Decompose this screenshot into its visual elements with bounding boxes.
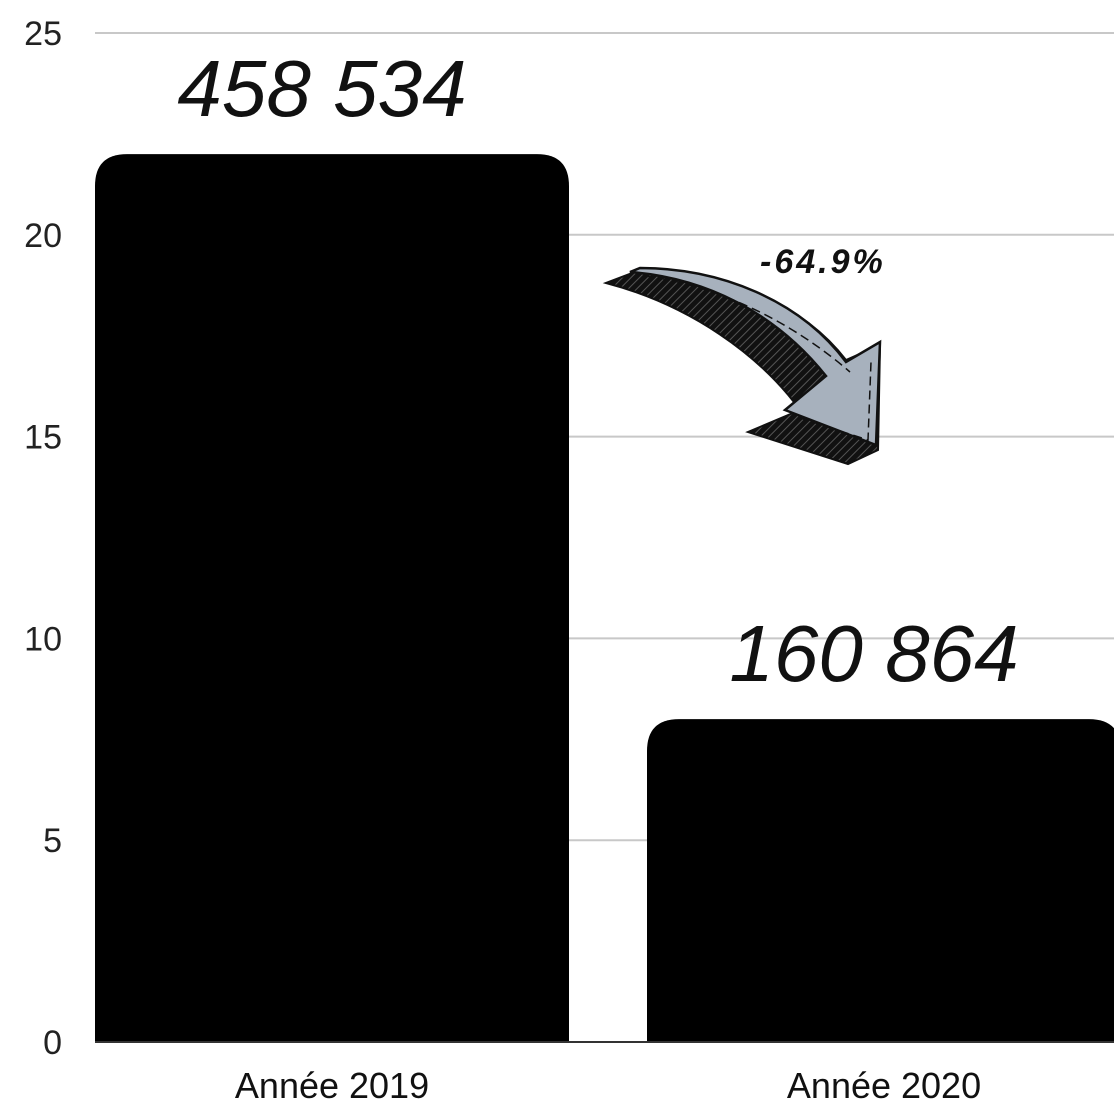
y-tick-label: 10 [24,620,62,658]
y-tick-label: 0 [43,1024,62,1062]
data-label: 160 864 [729,609,1018,698]
y-tick-label: 25 [24,15,62,53]
data-label: 458 534 [177,44,466,133]
bars [95,154,1114,1042]
y-axis-ticks: 0 5 10 15 20 25 [24,15,62,1062]
bar [95,154,569,1042]
change-annotation: -64.9% [760,243,886,281]
bar [647,719,1114,1042]
y-tick-label: 5 [43,822,62,860]
y-tick-label: 20 [24,217,62,255]
y-tick-label: 15 [24,419,62,457]
curved-down-arrow-icon [602,266,882,466]
x-axis-categories: Année 2019 Année 2020 [235,1065,981,1103]
data-labels: 458 534 160 864 [177,44,1018,698]
x-category-label: Année 2020 [787,1065,981,1103]
x-category-label: Année 2019 [235,1065,429,1103]
